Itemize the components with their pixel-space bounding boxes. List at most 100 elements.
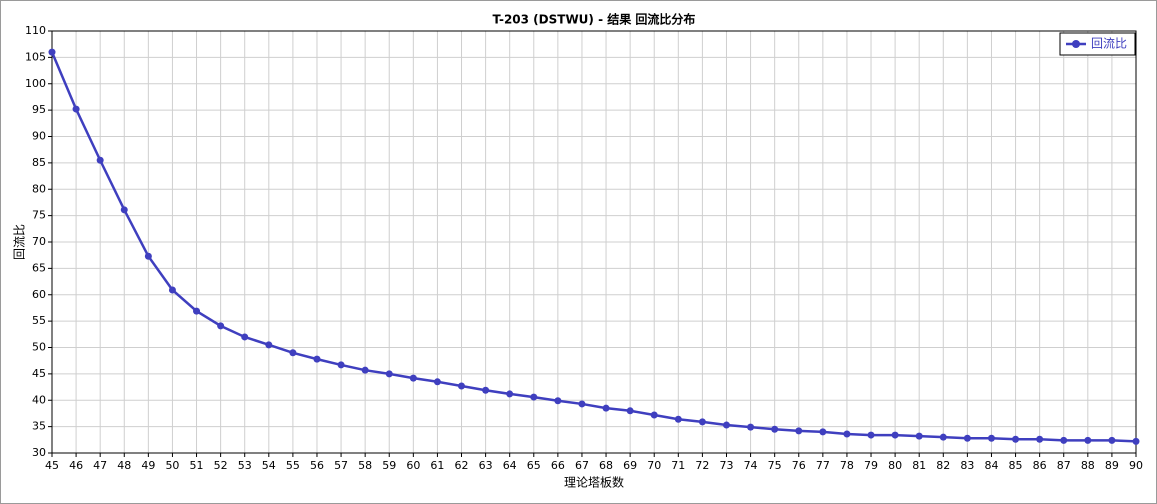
plot-area: [51, 30, 1137, 454]
data-point: [337, 361, 345, 369]
legend-marker: [1072, 40, 1080, 48]
x-tick-label: 71: [671, 459, 685, 472]
data-point: [361, 366, 369, 374]
y-tick-label: 35: [32, 420, 46, 433]
data-point: [241, 333, 249, 341]
x-tick-label: 49: [141, 459, 155, 472]
data-point: [1084, 436, 1092, 444]
data-point: [1132, 437, 1140, 445]
x-tick-label: 77: [816, 459, 830, 472]
x-tick-label: 62: [455, 459, 469, 472]
data-point: [819, 428, 827, 436]
x-tick-label: 65: [527, 459, 541, 472]
x-tick-label: 53: [238, 459, 252, 472]
data-point: [289, 349, 297, 357]
x-tick-label: 86: [1033, 459, 1047, 472]
x-tick-label: 64: [503, 459, 517, 472]
data-point: [602, 404, 610, 412]
data-point: [722, 421, 730, 429]
x-tick-label: 82: [936, 459, 950, 472]
x-tick-label: 46: [69, 459, 83, 472]
chart-title: T-203 (DSTWU) - 结果 回流比分布: [493, 12, 696, 27]
y-tick-label: 55: [32, 314, 46, 327]
x-tick-label: 85: [1009, 459, 1023, 472]
y-axis-label: 回流比: [13, 224, 27, 260]
x-tick-label: 61: [430, 459, 444, 472]
data-point: [168, 286, 176, 294]
data-point: [963, 434, 971, 442]
data-point: [674, 415, 682, 423]
x-tick-label: 58: [358, 459, 372, 472]
data-point: [698, 418, 706, 426]
x-tick-label: 73: [719, 459, 733, 472]
x-tick-label: 88: [1081, 459, 1095, 472]
legend-box: [1059, 32, 1136, 56]
x-tick-label: 56: [310, 459, 324, 472]
x-tick-label: 76: [792, 459, 806, 472]
data-point: [747, 423, 755, 431]
data-point: [144, 252, 152, 260]
data-point: [1036, 435, 1044, 443]
x-tick-label: 55: [286, 459, 300, 472]
x-tick-label: 48: [117, 459, 131, 472]
x-axis-label: 理论塔板数: [564, 475, 624, 490]
data-point: [530, 393, 538, 401]
y-tick-label: 50: [32, 341, 46, 354]
x-tick-label: 72: [695, 459, 709, 472]
data-point: [48, 48, 56, 56]
data-point: [867, 431, 875, 439]
data-point: [1012, 435, 1020, 443]
y-tick-label: 110: [25, 24, 46, 37]
x-tick-label: 79: [864, 459, 878, 472]
x-tick-label: 63: [479, 459, 493, 472]
x-tick-label: 50: [165, 459, 179, 472]
y-tick-label: 30: [32, 446, 46, 459]
x-tick-label: 70: [647, 459, 661, 472]
data-point: [506, 390, 514, 398]
series-line: [50, 51, 1137, 443]
x-tick-label: 54: [262, 459, 276, 472]
data-point: [650, 411, 658, 419]
y-tick-label: 65: [32, 261, 46, 274]
data-point: [891, 431, 899, 439]
x-tick-label: 52: [214, 459, 228, 472]
data-point: [96, 156, 104, 164]
x-tick-label: 47: [93, 459, 107, 472]
x-tick-label: 78: [840, 459, 854, 472]
data-point: [265, 341, 273, 349]
x-tick-label: 66: [551, 459, 565, 472]
data-point: [578, 400, 586, 408]
data-point: [409, 374, 417, 382]
y-tick-label: 105: [25, 50, 46, 63]
y-tick-label: 70: [32, 235, 46, 248]
data-point: [385, 370, 393, 378]
x-tick-label: 75: [768, 459, 782, 472]
x-tick-label: 81: [912, 459, 926, 472]
legend-label: 回流比: [1091, 37, 1127, 51]
y-tick-label: 45: [32, 367, 46, 380]
data-point: [626, 407, 634, 415]
x-tick-label: 90: [1129, 459, 1143, 472]
data-point: [433, 378, 441, 386]
y-tick-label: 75: [32, 209, 46, 222]
x-tick-label: 83: [960, 459, 974, 472]
data-point: [482, 386, 490, 394]
x-tick-label: 45: [45, 459, 59, 472]
x-tick-label: 57: [334, 459, 348, 472]
y-tick-label: 80: [32, 182, 46, 195]
y-tick-label: 90: [32, 130, 46, 143]
y-tick-label: 95: [32, 103, 46, 116]
data-point: [1108, 436, 1116, 444]
y-tick-label: 100: [25, 77, 46, 90]
data-point: [72, 105, 80, 113]
x-tick-label: 80: [888, 459, 902, 472]
x-tick-label: 59: [382, 459, 396, 472]
data-point: [1060, 436, 1068, 444]
data-point: [987, 434, 995, 442]
data-point: [217, 322, 225, 330]
x-tick-label: 69: [623, 459, 637, 472]
y-tick-label: 85: [32, 156, 46, 169]
data-point: [843, 430, 851, 438]
y-tick-label: 60: [32, 288, 46, 301]
